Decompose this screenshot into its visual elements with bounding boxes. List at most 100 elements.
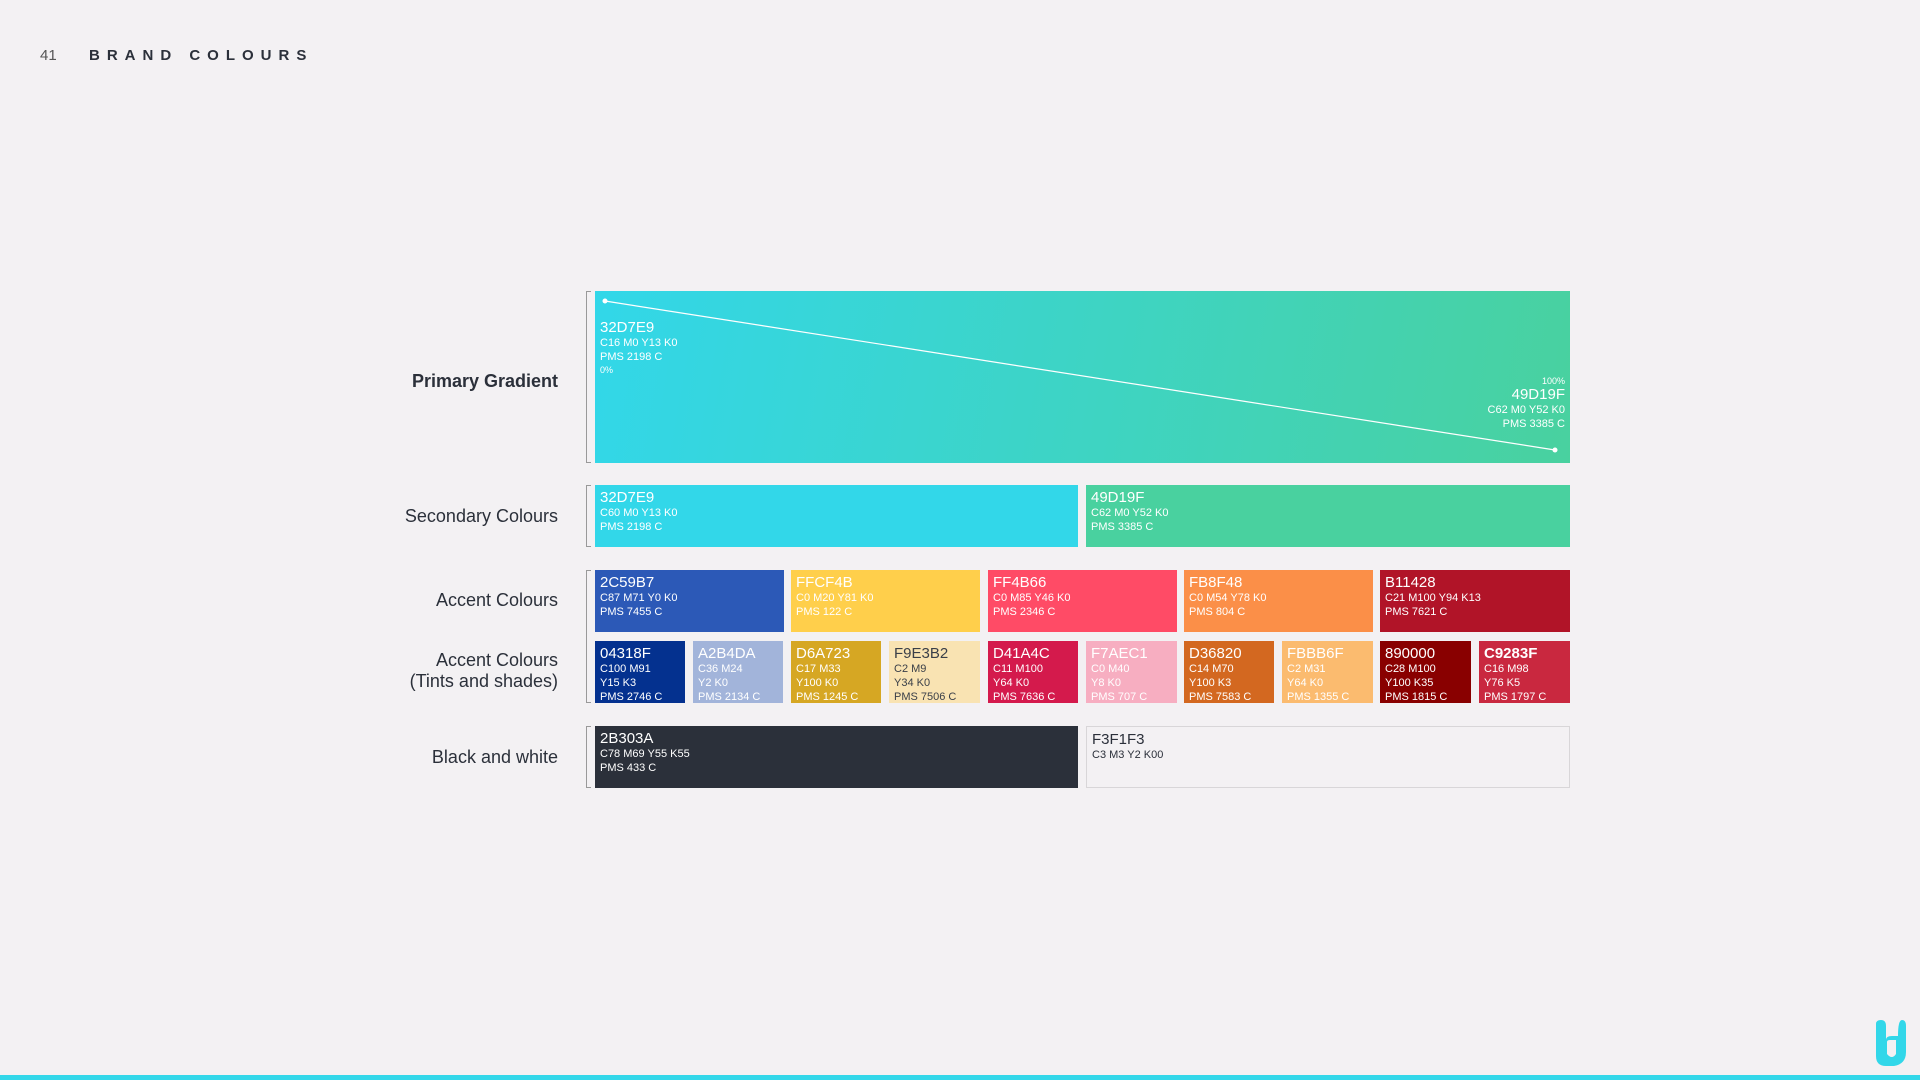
swatch-hex: FF4B66 — [993, 574, 1047, 591]
swatch-cmyk: Y64 K0 — [993, 677, 1030, 689]
swatch-cmyk: C17 M33 — [796, 663, 841, 675]
swatch-tint-7: D36820 C14 M70 Y100 K3 PMS 7583 C — [1184, 641, 1274, 703]
swatch-pms: PMS 122 C — [796, 606, 853, 618]
swatch-secondary-1: 32D7E9 C60 M0 Y13 K0 PMS 2198 C — [595, 485, 1078, 547]
swatch-accent-2: FFCF4B C0 M20 Y81 K0 PMS 122 C — [791, 570, 980, 632]
gradient-start-percent: 0% — [600, 365, 614, 375]
label-accent-tints-line1: Accent Colours — [435, 650, 558, 670]
swatch-cmyk: C11 M100 — [993, 663, 1043, 675]
swatch-pms: PMS 2134 C — [698, 691, 761, 703]
swatch-hex: F7AEC1 — [1091, 645, 1148, 662]
swatch-cmyk: Y76 K5 — [1484, 677, 1521, 689]
swatch-hex: FBBB6F — [1287, 645, 1344, 662]
swatch-accent-4: FB8F48 C0 M54 Y78 K0 PMS 804 C — [1184, 570, 1373, 632]
swatch-cmyk: Y15 K3 — [600, 677, 637, 689]
gradient-direction-line — [602, 298, 1558, 453]
swatch-tint-2: A2B4DA C36 M24 Y2 K0 PMS 2134 C — [693, 641, 783, 703]
swatch-cmyk: C36 M24 — [698, 663, 743, 675]
swatch-pms: PMS 707 C — [1091, 691, 1148, 703]
bracket-secondary — [586, 485, 591, 547]
swatch-hex: A2B4DA — [698, 645, 756, 662]
swatch-cmyk: Y8 K0 — [1091, 677, 1121, 689]
swatch-secondary-2: 49D19F C62 M0 Y52 K0 PMS 3385 C — [1086, 485, 1570, 547]
swatch-hex: B11428 — [1385, 574, 1436, 591]
bracket-bw — [586, 726, 591, 788]
swatch-pms: PMS 433 C — [600, 762, 657, 774]
swatch-cmyk: C87 M71 Y0 K0 — [600, 592, 678, 604]
gradient-end-cmyk: C62 M0 Y52 K0 — [1487, 404, 1565, 416]
swatch-pms: PMS 804 C — [1189, 606, 1246, 618]
swatch-cmyk: C16 M98 — [1484, 663, 1529, 675]
swatch-cmyk: Y2 K0 — [698, 677, 728, 689]
swatch-accent-1: 2C59B7 C87 M71 Y0 K0 PMS 7455 C — [595, 570, 784, 632]
swatch-hex: 2B303A — [600, 730, 654, 747]
bottom-accent-bar — [0, 1075, 1920, 1080]
label-accent-colours: Accent Colours — [435, 590, 558, 610]
swatch-pms: PMS 2746 C — [600, 691, 663, 703]
swatch-tint-3: D6A723 C17 M33 Y100 K0 PMS 1245 C — [791, 641, 881, 703]
gradient-end-pms: PMS 3385 C — [1502, 418, 1565, 430]
swatch-cmyk: C78 M69 Y55 K55 — [600, 748, 690, 760]
gradient-start-hex: 32D7E9 — [600, 319, 655, 336]
swatch-accent-5: B11428 C21 M100 Y94 K13 PMS 7621 C — [1380, 570, 1570, 632]
swatch-pms: PMS 1797 C — [1484, 691, 1547, 703]
swatch-tint-6: F7AEC1 C0 M40 Y8 K0 PMS 707 C — [1086, 641, 1177, 703]
swatch-cmyk: Y100 K35 — [1385, 677, 1434, 689]
swatch-hex: 890000 — [1385, 645, 1436, 662]
swatch-hex: 49D19F — [1091, 489, 1145, 506]
gradient-end-info: 100% 49D19F C62 M0 Y52 K0 PMS 3385 C — [1488, 375, 1565, 431]
swatch-cmyk: C2 M31 — [1287, 663, 1326, 675]
swatch-cmyk: Y34 K0 — [894, 677, 931, 689]
page-title: BRAND COLOURS — [89, 47, 314, 64]
swatch-cmyk: C0 M85 Y46 K0 — [993, 592, 1071, 604]
swatch-tint-5: D41A4C C11 M100 Y64 K0 PMS 7636 C — [988, 641, 1078, 703]
swatch-cmyk: C100 M91 — [600, 663, 651, 675]
swatch-pms: PMS 1245 C — [796, 691, 859, 703]
swatch-cmyk: C2 M9 — [894, 663, 927, 675]
gradient-start-pms: PMS 2198 C — [600, 351, 663, 363]
swatch-hex: 2C59B7 — [600, 574, 655, 591]
swatch-accent-3: FF4B66 C0 M85 Y46 K0 PMS 2346 C — [988, 570, 1177, 632]
swatch-pms: PMS 1355 C — [1287, 691, 1350, 703]
swatch-pms: PMS 7621 C — [1385, 606, 1448, 618]
label-primary-gradient: Primary Gradient — [411, 371, 558, 391]
gradient-end-percent: 100% — [1541, 376, 1565, 386]
page-number: 41 — [40, 47, 57, 64]
swatch-tint-9: 890000 C28 M100 Y100 K35 PMS 1815 C — [1380, 641, 1471, 703]
swatch-hex: D6A723 — [796, 645, 851, 662]
swatch-hex: C9283F — [1484, 645, 1538, 662]
swatch-hex: D41A4C — [993, 645, 1050, 662]
swatch-cmyk: Y64 K0 — [1287, 677, 1324, 689]
swatch-hex: FFCF4B — [796, 574, 853, 591]
swatch-cmyk: C3 M3 Y2 K00 — [1092, 749, 1164, 761]
swatch-pms: PMS 7636 C — [993, 691, 1056, 703]
swatch-hex: F9E3B2 — [894, 645, 949, 662]
label-black-and-white: Black and white — [431, 747, 558, 767]
swatch-pms: PMS 7583 C — [1189, 691, 1252, 703]
gradient-start-cmyk: C16 M0 Y13 K0 — [600, 337, 678, 349]
label-accent-tints: Accent Colours (Tints and shades) — [410, 650, 558, 692]
swatch-pms: PMS 7455 C — [600, 606, 663, 618]
swatch-cmyk: C0 M20 Y81 K0 — [796, 592, 874, 604]
swatch-cmyk: C21 M100 Y94 K13 — [1385, 592, 1481, 604]
swatch-cmyk: Y100 K3 — [1189, 677, 1232, 689]
swatch-pms: PMS 2198 C — [600, 521, 663, 533]
swatch-cmyk: Y100 K0 — [796, 677, 839, 689]
swatch-cmyk: C14 M70 — [1189, 663, 1234, 675]
primary-gradient-swatch: 32D7E9 C16 M0 Y13 K0 PMS 2198 C 0% 100% … — [595, 291, 1570, 463]
swatch-tint-10: C9283F C16 M98 Y76 K5 PMS 1797 C — [1479, 641, 1570, 703]
bracket-primary — [586, 291, 591, 463]
swatch-pms: PMS 1815 C — [1385, 691, 1448, 703]
bracket-accent — [586, 570, 591, 703]
swatch-cmyk: C62 M0 Y52 K0 — [1091, 507, 1169, 519]
swatch-cmyk: C0 M54 Y78 K0 — [1189, 592, 1267, 604]
swatch-hex: FB8F48 — [1189, 574, 1243, 591]
swatch-cmyk: C0 M40 — [1091, 663, 1130, 675]
swatch-pms: PMS 3385 C — [1091, 521, 1154, 533]
swatch-hex: F3F1F3 — [1092, 731, 1145, 748]
gradient-end-hex: 49D19F — [1511, 386, 1565, 403]
swatch-white: F3F1F3 C3 M3 Y2 K00 — [1086, 726, 1570, 788]
label-secondary-colours: Secondary Colours — [404, 506, 558, 526]
swatch-cmyk: C60 M0 Y13 K0 — [600, 507, 678, 519]
swatch-pms: PMS 2346 C — [993, 606, 1056, 618]
